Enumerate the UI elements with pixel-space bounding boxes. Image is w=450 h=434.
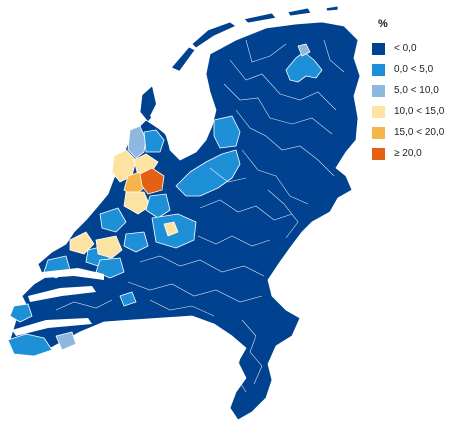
region-groningen [285, 51, 323, 83]
legend-item: 10,0 < 15,0 [372, 101, 448, 122]
legend-item: 0,0 < 5,0 [372, 59, 448, 80]
region-amstelland [123, 191, 151, 215]
water-haringvliet [42, 268, 104, 280]
legend-label: 10,0 < 15,0 [394, 106, 445, 117]
water-oosterschelde [28, 286, 96, 302]
region-utrecht-west [145, 193, 171, 219]
legend-label: 15,0 < 20,0 [394, 127, 445, 138]
region-breda-area [119, 291, 137, 307]
region-flevoland-north [213, 115, 241, 149]
region-hague [69, 231, 95, 255]
island-rottumeroog [325, 5, 339, 12]
island-schiermonnikoog [287, 7, 312, 17]
region-rotterdam [95, 235, 123, 259]
legend: % < 0,0 0,0 < 5,0 5,0 < 10,0 10,0 < 15,0… [372, 18, 448, 164]
legend-swatch [372, 147, 385, 160]
island-vlieland [170, 46, 196, 73]
legend-label: 0,0 < 5,0 [394, 64, 434, 75]
legend-item: 5,0 < 10,0 [372, 80, 448, 101]
island-terschelling [191, 21, 237, 49]
lake-ijsselmeer [150, 62, 214, 156]
region-walcheren [9, 303, 33, 323]
legend-item: < 0,0 [372, 38, 448, 59]
island-ameland [243, 12, 277, 24]
legend-swatch [372, 42, 385, 55]
legend-title: % [378, 18, 388, 30]
region-north-holland-east [143, 129, 165, 153]
water-westerschelde [12, 318, 92, 336]
region-terneuzen [55, 331, 77, 351]
wadden-islands [139, 5, 339, 123]
legend-swatch [372, 105, 385, 118]
region-north-holland-coast [127, 125, 147, 159]
municipality-borders [55, 39, 345, 393]
legend-swatch [372, 63, 385, 76]
legend-label: 5,0 < 10,0 [394, 85, 439, 96]
region-zeeuws-vlaanderen [7, 333, 53, 357]
region-gouda [123, 231, 149, 253]
region-groningen-city [297, 43, 311, 57]
region-leiden [99, 207, 127, 233]
legend-label: < 0,0 [394, 43, 417, 54]
region-amsterdam [139, 167, 165, 195]
legend-label: ≥ 20,0 [394, 148, 422, 159]
legend-item: ≥ 20,0 [372, 143, 448, 164]
legend-swatch [372, 126, 385, 139]
region-utrecht-city [163, 221, 179, 237]
legend-swatch [372, 84, 385, 97]
region-rotterdam-south [95, 257, 125, 279]
legend-item: 15,0 < 20,0 [372, 122, 448, 143]
region-flevoland-south [175, 149, 241, 197]
